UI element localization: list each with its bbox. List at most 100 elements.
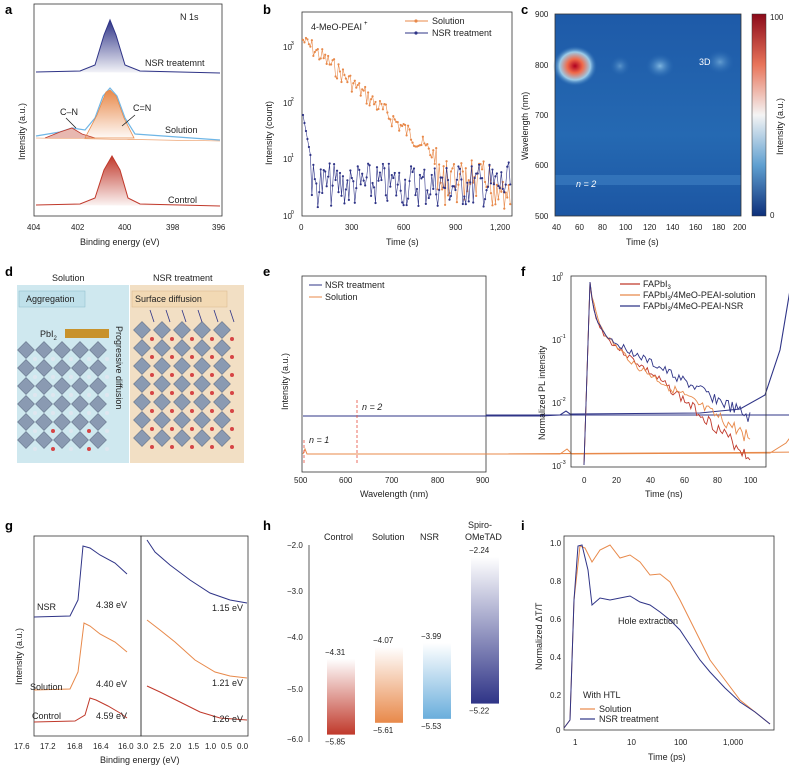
solution-point — [356, 83, 359, 87]
nsr-point — [473, 176, 476, 180]
diffusion-arrow — [181, 309, 187, 323]
solution-point — [384, 103, 387, 106]
nsr-point — [369, 194, 373, 197]
row-right: 1.21 eV — [212, 678, 243, 688]
cation — [190, 409, 194, 413]
solution-point — [303, 41, 306, 44]
cation — [51, 393, 55, 397]
nsr-title: NSR treatment — [153, 273, 213, 283]
nsr-point — [332, 162, 336, 166]
svg-text:0.6: 0.6 — [550, 615, 562, 624]
panel-title: N 1s — [180, 12, 199, 22]
solution-point — [316, 48, 319, 51]
solution-point — [489, 192, 493, 195]
solution-point — [421, 135, 424, 138]
x-ticks: 0 20 40 60 80 100 — [582, 476, 758, 485]
nsr-point — [435, 193, 438, 196]
panel-letter: b — [263, 2, 271, 17]
octahedron — [193, 411, 211, 429]
x-ticks: 0 300 600 900 1,200 — [299, 223, 511, 232]
energy-bar — [375, 646, 403, 723]
octahedron — [133, 321, 151, 339]
octahedron — [153, 339, 171, 357]
bar-bottom-value: −5.85 — [325, 738, 346, 747]
nsr-point — [423, 168, 426, 171]
row-name: Solution — [30, 682, 63, 692]
nsr-point — [335, 169, 339, 172]
cation — [170, 337, 174, 341]
octahedron — [53, 431, 71, 449]
nsr-point — [421, 175, 424, 179]
nsr-point — [359, 183, 362, 186]
svg-text:140: 140 — [666, 223, 680, 232]
solution-point — [420, 143, 423, 147]
solution-point — [467, 179, 470, 182]
svg-text:0: 0 — [560, 272, 563, 278]
octahedron — [133, 429, 151, 447]
diffusion-arrow — [165, 309, 171, 323]
x-ticks: 404 402 400 398 396 — [27, 223, 226, 232]
solution-point — [346, 80, 349, 84]
cation — [51, 429, 55, 433]
cation — [170, 409, 174, 413]
nsr-point — [488, 163, 491, 166]
svg-text:300: 300 — [345, 223, 359, 232]
svg-text:2.0: 2.0 — [170, 742, 182, 751]
cation — [87, 447, 91, 451]
cation — [150, 391, 154, 395]
svg-text:800: 800 — [535, 61, 549, 70]
octahedron — [89, 395, 107, 413]
panel-letter: h — [263, 518, 271, 533]
octahedron — [71, 341, 89, 359]
octahedron — [173, 339, 191, 357]
nsr-decay — [563, 544, 771, 729]
cation — [230, 373, 234, 377]
svg-text:17.2: 17.2 — [40, 742, 56, 751]
cation — [87, 357, 91, 361]
nsr-point — [346, 179, 349, 182]
nsr-point — [371, 181, 374, 185]
plot-frame — [301, 11, 513, 217]
svg-text:900: 900 — [476, 476, 490, 485]
octahedron — [89, 377, 107, 395]
label-3d: 3D — [699, 57, 711, 67]
nsr-point — [375, 166, 379, 169]
nsr-point — [420, 177, 423, 180]
svg-text:100: 100 — [619, 223, 633, 232]
nsr-point — [411, 170, 414, 174]
solution-point — [377, 107, 380, 111]
solution-point — [327, 54, 330, 58]
nsr-point — [347, 198, 350, 201]
nsr-point — [506, 165, 509, 168]
panel-b: b 4-MeO-PEAI + Solution NSR treatment 10… — [263, 2, 513, 247]
solution-point — [344, 77, 348, 80]
solution-point — [334, 75, 337, 78]
nsr-point — [364, 184, 367, 187]
nsr-point — [470, 165, 473, 168]
nsr-point — [429, 193, 432, 196]
nsr-point — [358, 168, 361, 171]
decay-curve — [583, 281, 751, 466]
svg-text:10: 10 — [552, 399, 561, 408]
svg-text:900: 900 — [449, 223, 463, 232]
bar-bottom-value: −5.53 — [421, 722, 442, 731]
solution-point — [497, 198, 500, 201]
solution-point — [509, 203, 512, 206]
x-axis-label: Wavelength (nm) — [360, 489, 428, 499]
decay-curve — [583, 281, 751, 466]
solution-point — [506, 196, 509, 199]
energy-bar — [423, 643, 451, 719]
octahedron — [89, 359, 107, 377]
svg-text:800: 800 — [431, 476, 445, 485]
nsr-point — [478, 163, 481, 166]
solution-point — [430, 156, 433, 159]
solution-point — [406, 124, 410, 127]
solution-point — [368, 104, 371, 107]
diffusion-arrow — [213, 309, 219, 323]
cation — [230, 337, 234, 341]
solution-point — [390, 125, 393, 128]
cation — [69, 357, 73, 361]
solution-point — [424, 144, 427, 147]
cation — [51, 357, 55, 361]
nsr-point — [472, 201, 475, 204]
